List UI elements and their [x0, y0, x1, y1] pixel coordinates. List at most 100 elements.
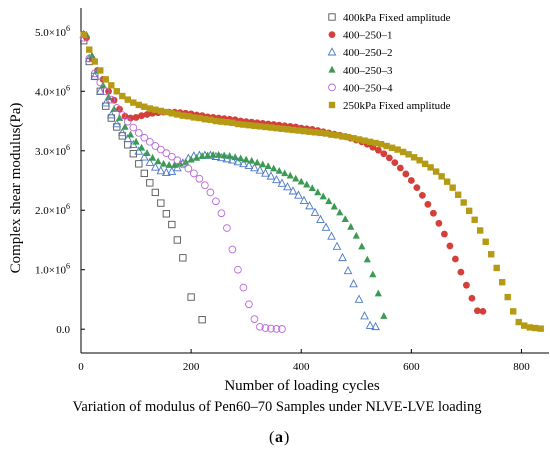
data-point — [380, 312, 388, 319]
data-point — [510, 308, 517, 315]
data-point — [151, 142, 160, 150]
data-point — [325, 197, 333, 205]
data-point — [355, 136, 363, 143]
data-point — [391, 159, 399, 167]
data-point — [242, 155, 250, 163]
data-point — [212, 197, 220, 206]
data-point — [294, 190, 303, 199]
data-point — [127, 114, 134, 122]
data-point — [168, 110, 176, 117]
data-point — [427, 164, 434, 171]
data-point — [140, 133, 149, 142]
data-point — [288, 186, 298, 195]
data-point — [446, 242, 454, 250]
data-point — [132, 114, 140, 121]
data-point — [239, 283, 248, 292]
data-point — [385, 154, 393, 162]
data-point — [493, 264, 500, 272]
data-point — [284, 126, 291, 133]
data-point — [482, 238, 489, 245]
data-point — [113, 88, 120, 95]
data-point — [88, 51, 96, 59]
data-point — [262, 123, 269, 131]
data-point — [317, 129, 324, 137]
data-point — [129, 123, 138, 132]
data-point — [322, 130, 330, 137]
data-point — [264, 162, 272, 170]
data-point — [156, 145, 165, 154]
data-point — [231, 153, 239, 161]
data-point — [250, 315, 259, 323]
data-point — [226, 152, 234, 159]
data-point — [476, 227, 484, 234]
data-point — [145, 157, 155, 166]
data-point — [521, 322, 528, 329]
data-point — [360, 311, 369, 320]
data-point — [234, 120, 242, 128]
data-point — [206, 188, 215, 197]
data-point — [248, 156, 256, 164]
data-point — [314, 188, 322, 196]
data-point — [124, 96, 131, 103]
data-point — [394, 146, 401, 153]
data-point — [349, 279, 358, 288]
data-point — [281, 169, 289, 177]
legend-item: 400–250–3 — [328, 65, 393, 77]
data-point — [112, 119, 122, 128]
data-point — [245, 121, 253, 129]
data-point — [526, 324, 533, 331]
data-point — [463, 281, 470, 289]
data-point — [289, 126, 297, 134]
y-tick-label: 1.0×106 — [35, 262, 70, 277]
data-point — [156, 166, 166, 175]
y-axis-ticks: 0.0 1.0×106 2.0×106 3.0×106 4.0×106 5.0×106 — [35, 24, 85, 336]
data-point — [229, 119, 236, 127]
data-point — [354, 294, 364, 303]
data-point — [424, 200, 432, 208]
data-point — [283, 182, 292, 191]
data-point — [402, 170, 410, 178]
data-point — [135, 160, 143, 168]
data-point — [452, 255, 459, 263]
data-point — [104, 93, 113, 101]
data-point — [162, 149, 171, 157]
data-point — [132, 137, 140, 145]
data-point — [374, 146, 382, 154]
series-3 — [79, 29, 380, 331]
data-point — [396, 164, 404, 172]
data-point — [148, 153, 157, 161]
plot-area — [80, 8, 549, 354]
legend-item: 250kPa Fixed amplitude — [328, 100, 451, 112]
data-point — [372, 139, 379, 147]
legend-marker — [328, 101, 336, 109]
data-point — [278, 125, 286, 132]
data-point — [234, 265, 242, 274]
series-4 — [82, 30, 388, 319]
data-point — [343, 265, 353, 275]
data-point — [327, 231, 336, 240]
data-point — [118, 111, 127, 119]
data-point — [347, 222, 355, 230]
x-axis-label: Number of loading cycles — [224, 378, 380, 394]
data-point — [244, 160, 254, 169]
legend-marker — [328, 13, 336, 21]
legend-item: 400–250–1 — [328, 30, 393, 42]
data-point — [167, 152, 176, 161]
data-point — [504, 293, 511, 301]
data-point — [126, 130, 135, 138]
data-point — [179, 254, 187, 262]
data-point — [413, 184, 421, 192]
data-point — [140, 169, 148, 178]
data-point — [190, 114, 198, 121]
data-point — [336, 208, 344, 216]
y-tick-label: 5.0×106 — [35, 24, 70, 39]
legend-item: 400–250–4 — [328, 82, 393, 94]
data-point — [537, 325, 544, 332]
data-point — [407, 177, 415, 184]
legend-label: 400–250–1 — [343, 30, 393, 42]
data-point — [161, 167, 171, 177]
data-point — [332, 241, 342, 250]
data-point — [311, 129, 319, 136]
x-tick-label: 200 — [183, 361, 200, 373]
